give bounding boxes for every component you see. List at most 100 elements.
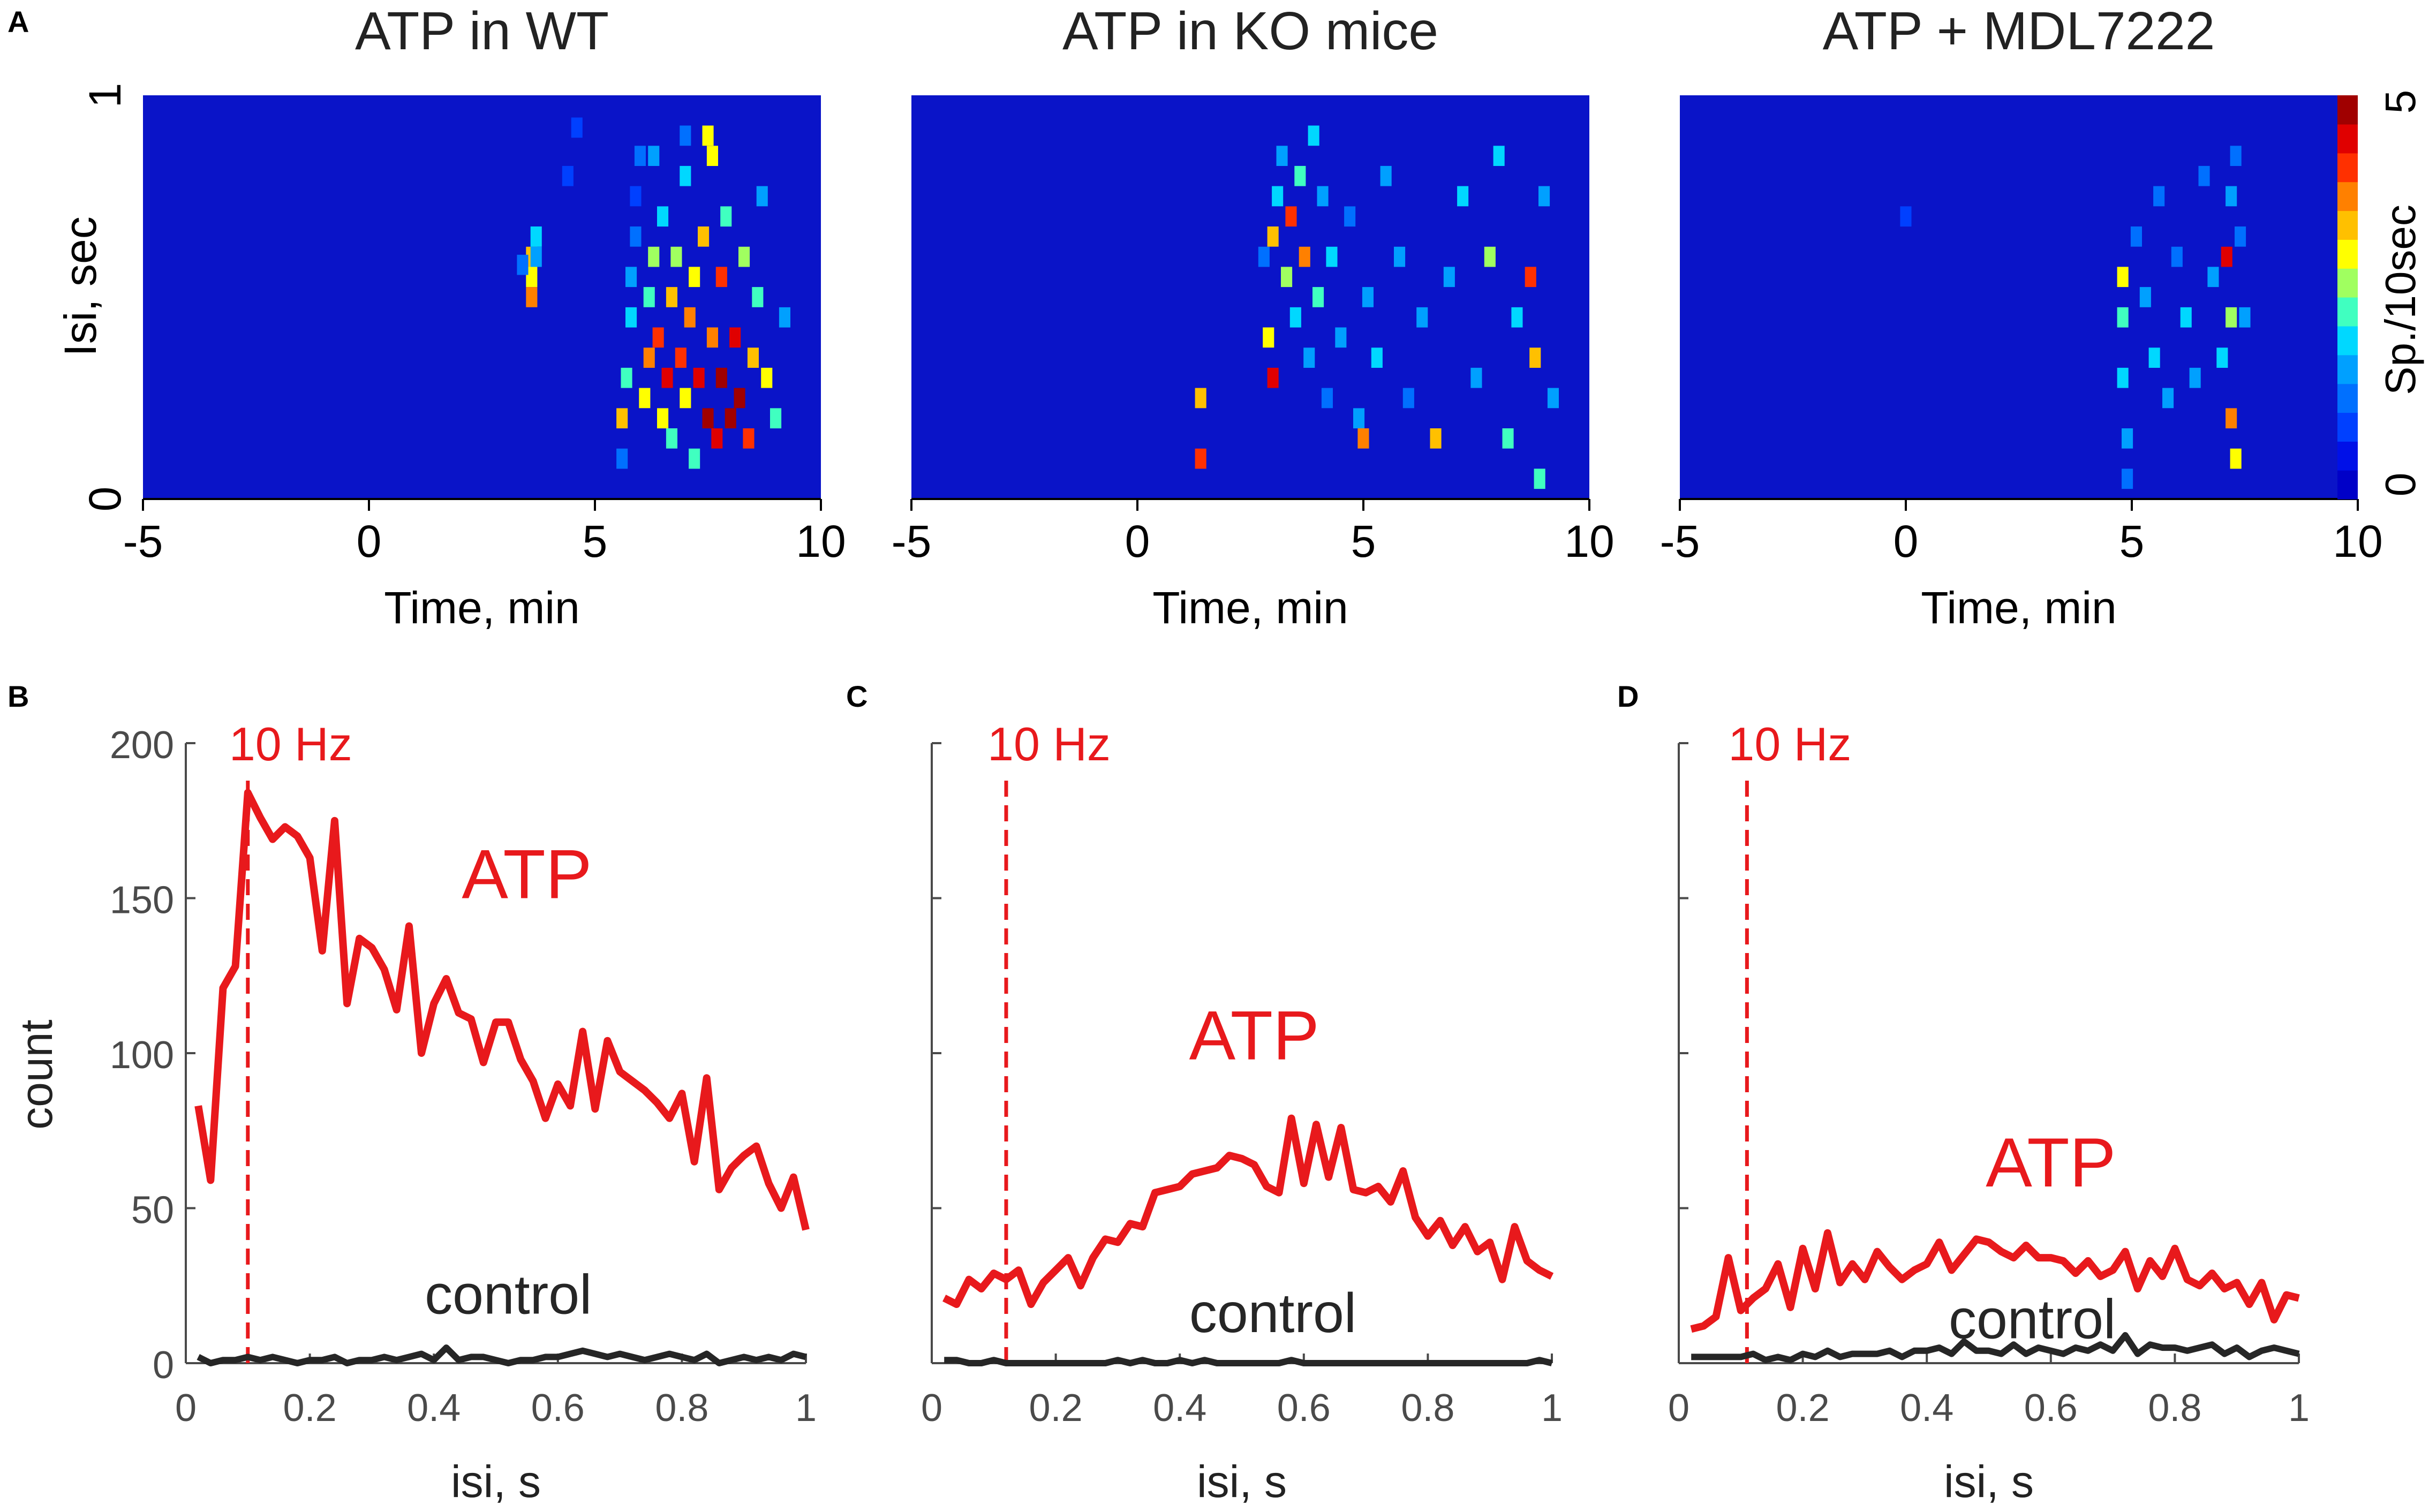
- heatmap-cell: [670, 246, 682, 267]
- atp-series-label: ATP: [462, 835, 592, 913]
- x-tick-label: 5: [1351, 516, 1376, 566]
- heatmap-cell: [738, 246, 750, 267]
- heatmap-cell: [2117, 267, 2129, 288]
- x-tick-label: 10: [2333, 516, 2382, 566]
- heatmap-cell: [743, 428, 755, 449]
- heatmap-cell: [1371, 347, 1383, 368]
- heatmap-cell: [675, 347, 687, 368]
- heatmap-cell: [2130, 226, 2142, 247]
- heatmap-cell: [1267, 226, 1279, 247]
- heatmap-cell: [756, 186, 768, 207]
- heatmap-cell: [639, 388, 651, 409]
- heatmap-cell: [1294, 165, 1306, 186]
- heatmap-cell: [616, 408, 628, 429]
- x-tick-label: 0.4: [1153, 1387, 1206, 1430]
- x-axis-label: Time, min: [384, 583, 580, 633]
- heatmap-cell: [2117, 307, 2129, 328]
- control-series-line: [1691, 1332, 2300, 1364]
- heatmap-cell: [2198, 165, 2210, 186]
- y-tick-label: 0: [153, 1344, 174, 1387]
- heatmap-cell: [517, 254, 529, 275]
- heatmap-atp-mdl7222: -5 0 5 10 Time, min ATP + MDL7222: [1660, 1, 2383, 633]
- colorbar-segment: [2337, 182, 2358, 211]
- colorbar: [2337, 95, 2358, 500]
- isi-histogram-d: 0 0.2 0.4 0.6 0.8 1 isi, s 10 Hz ATP control: [1668, 717, 2310, 1507]
- x-tick-label: 0: [1125, 516, 1150, 566]
- x-tick-label: 0: [1668, 1387, 1689, 1430]
- ten-hz-marker-label: 10 Hz: [1728, 717, 1851, 770]
- x-tick-label: -5: [1660, 516, 1700, 566]
- heatmap-cell: [1317, 186, 1329, 207]
- heatmap-title: ATP in WT: [355, 1, 609, 61]
- heatmap-cell: [621, 367, 632, 388]
- heatmap-cell: [1380, 165, 1392, 186]
- colorbar-segment: [2337, 239, 2358, 269]
- heatmap-cell: [752, 287, 764, 307]
- heatmap-cell: [2162, 388, 2174, 409]
- atp-series-line: [194, 789, 810, 1231]
- x-tick-label: -5: [123, 516, 163, 566]
- heatmap-cell: [1470, 367, 1482, 388]
- heatmap-cell: [1534, 468, 1545, 489]
- heatmap-cell: [1538, 186, 1550, 207]
- heatmap-title: ATP + MDL7222: [1823, 1, 2215, 61]
- heatmap-cell: [1402, 388, 1414, 409]
- heatmap-cell: [526, 267, 538, 288]
- heatmap-cell: [2180, 307, 2192, 328]
- heatmap-cell: [1457, 186, 1469, 207]
- heatmap-cell: [720, 206, 732, 227]
- heatmap-cell: [652, 327, 664, 348]
- heatmap-cell: [698, 226, 710, 247]
- heatmap-cell: [634, 146, 646, 166]
- x-axis-label: isi, s: [451, 1456, 541, 1507]
- heatmap-cell: [2122, 428, 2133, 449]
- heatmap-cell: [729, 327, 741, 348]
- heatmap-cell: [657, 408, 669, 429]
- heatmap-cell: [747, 347, 759, 368]
- heatmap-background: [911, 95, 1589, 499]
- heatmap-cell: [1416, 307, 1428, 328]
- heatmap-cell: [711, 428, 723, 449]
- colorbar-segment: [2337, 153, 2358, 183]
- heatmap-cell: [1308, 125, 1319, 146]
- y-tick-label: 150: [110, 879, 174, 922]
- x-tick-label: 0.4: [407, 1387, 461, 1430]
- heatmap-cell: [2117, 367, 2129, 388]
- heatmap-cell: [1362, 287, 1374, 307]
- heatmap-cell: [1484, 246, 1496, 267]
- x-tick-label: 0: [1894, 516, 1919, 566]
- panel-letter-c: C: [846, 679, 868, 713]
- heatmap-cell: [1394, 246, 1406, 267]
- colorbar-segment: [2337, 95, 2358, 125]
- colorbar-segment: [2337, 326, 2358, 356]
- heatmap-cell: [1357, 428, 1369, 449]
- x-tick-label: 10: [796, 516, 846, 566]
- colorbar-segment: [2337, 210, 2358, 240]
- heatmap-background: [1680, 95, 2358, 499]
- heatmap-cell: [666, 287, 677, 307]
- y-tick-label: 1: [80, 83, 130, 108]
- heatmap-cell: [725, 408, 736, 429]
- heatmap-cell: [1272, 186, 1284, 207]
- heatmap-cell: [625, 267, 637, 288]
- y-tick-label: 0: [80, 487, 130, 512]
- panel-letter-d: D: [1617, 679, 1639, 713]
- isi-histogram-c: 0 0.2 0.4 0.6 0.8 1 isi, s 10 Hz ATP control: [921, 717, 1563, 1507]
- heatmap-cell: [1321, 388, 1333, 409]
- heatmap-cell: [702, 408, 714, 429]
- heatmap-cell: [526, 287, 538, 307]
- heatmap-cell: [761, 367, 773, 388]
- heatmap-cell: [1312, 287, 1324, 307]
- colorbar-segment: [2337, 470, 2358, 500]
- heatmap-cell: [1529, 347, 1541, 368]
- x-tick-label: 0.8: [2148, 1387, 2201, 1430]
- heatmap-cell: [693, 367, 705, 388]
- heatmap-cell: [680, 125, 691, 146]
- heatmap-cell: [1299, 246, 1310, 267]
- heatmap-cell: [1493, 146, 1505, 166]
- heatmap-cell: [706, 327, 718, 348]
- colorbar-segment: [2337, 383, 2358, 413]
- heatmap-cell: [643, 287, 655, 307]
- heatmap-cell: [643, 347, 655, 368]
